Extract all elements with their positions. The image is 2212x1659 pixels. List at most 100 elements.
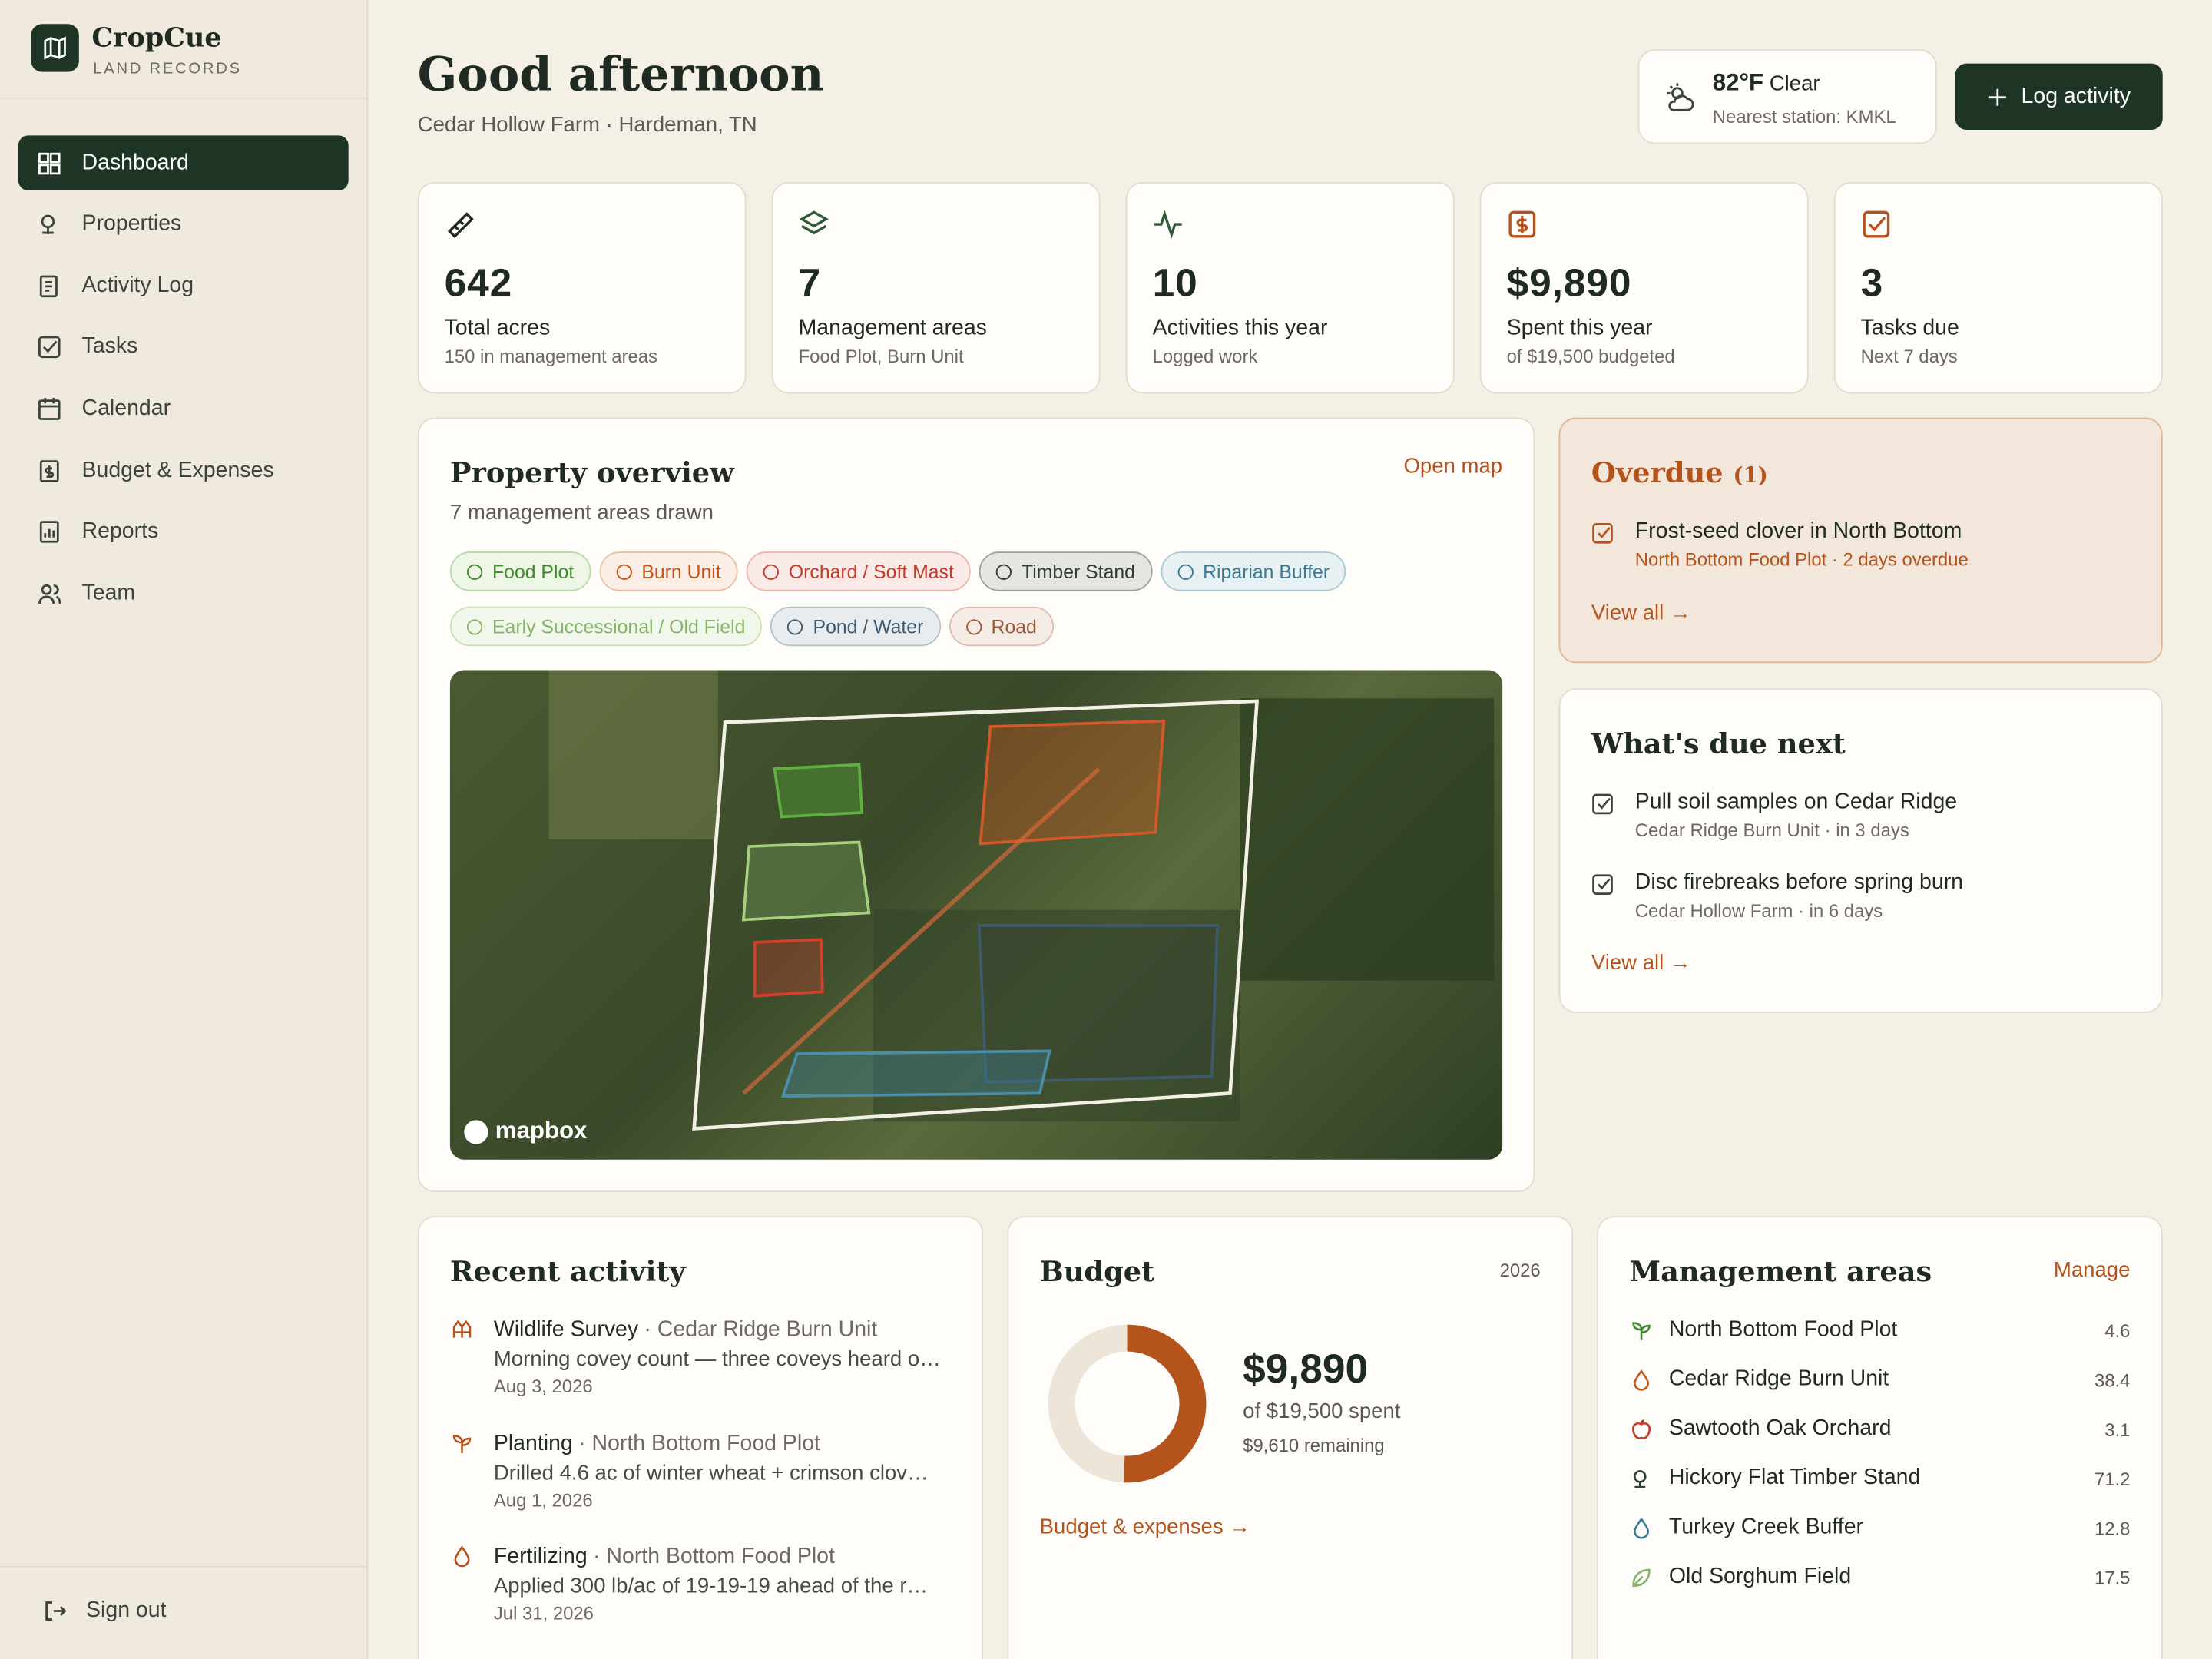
stat-sub: Logged work — [1152, 346, 1258, 367]
nav-label: Dashboard — [81, 150, 189, 174]
activity-place: · Cedar Ridge Burn Unit — [644, 1317, 878, 1342]
activity-title: Fertilizing · North Bottom Food Plot — [494, 1545, 951, 1570]
stat-icon — [799, 209, 830, 247]
card-title: Management areas — [1629, 1253, 1932, 1288]
area-acres: 71.2 — [2094, 1469, 2131, 1490]
area-item[interactable]: Hickory Flat Timber Stand 71.2 — [1629, 1465, 2130, 1491]
overview-card: Property overview 7 management areas dra… — [417, 417, 1535, 1193]
brand-sub: LAND RECORDS — [93, 60, 242, 78]
legend-chip[interactable]: Pond / Water — [770, 606, 941, 647]
stat-card: 7 Management areas Food Plot, Burn Unit — [771, 181, 1101, 394]
sign-out-label: Sign out — [86, 1598, 167, 1623]
legend-chip[interactable]: Early Successional / Old Field — [449, 606, 763, 647]
activity-date: Jul 31, 2026 — [493, 1602, 594, 1624]
activity-title: Wildlife Survey · Cedar Ridge Burn Unit — [494, 1318, 951, 1343]
nav-label: Tasks — [81, 334, 138, 359]
legend-chip[interactable]: Burn Unit — [599, 551, 738, 591]
area-item[interactable]: Cedar Ridge Burn Unit 38.4 — [1629, 1367, 2130, 1392]
greeting: Good afternoon — [417, 46, 824, 102]
legend-chip[interactable]: Timber Stand — [979, 551, 1153, 591]
legend-chip[interactable]: Road — [949, 606, 1054, 647]
sidebar: CropCue LAND RECORDS Dashboard Properties… — [0, 0, 369, 1659]
nav-item[interactable]: Dashboard — [18, 135, 349, 190]
stat-card: $9,890 Spent this year of $19,500 budgeted — [1479, 181, 1809, 394]
card-subtitle: 7 management areas drawn — [449, 501, 714, 525]
location: Cedar Hollow Farm · Hardeman, TN — [417, 112, 757, 137]
task-title: Disc firebreaks before spring burn — [1634, 870, 1964, 895]
nav-label: Calendar — [81, 396, 171, 421]
task-title: Frost-seed clover in North Bottom — [1634, 518, 1962, 544]
recent-activity-card: Recent activity Wildlife Survey · Cedar R… — [417, 1216, 984, 1659]
legend: Food Plot Burn Unit Orchard / Soft Mast Tim… — [449, 551, 1465, 661]
open-map-link[interactable]: Open map — [1403, 454, 1503, 478]
budget-year: 2026 — [1499, 1260, 1541, 1281]
legend-chip[interactable]: Riparian Buffer — [1161, 551, 1347, 591]
activity-item: Fertilizing · North Bottom Food Plot Appli… — [450, 1545, 951, 1624]
stat-sub: 150 in management areas — [444, 346, 658, 367]
area-acres: 4.6 — [2104, 1320, 2131, 1342]
budget-card: Budget 2026 $9,890 of $19,500 spent $9,6… — [1007, 1216, 1573, 1659]
stat-label: Management areas — [798, 316, 987, 340]
nav-label: Reports — [81, 519, 159, 544]
log-activity-button[interactable]: Log activity — [1955, 63, 2163, 130]
stat-icon — [445, 209, 475, 247]
card-title: Property overview — [449, 455, 734, 490]
view-all-link[interactable]: View all → — [1591, 601, 1691, 625]
overdue-title: Overdue — [1591, 455, 1724, 490]
activity-type: Wildlife Survey — [493, 1317, 639, 1342]
budget-link[interactable]: Budget & expenses → — [1039, 1515, 1250, 1539]
map: mapbox — [449, 670, 1503, 1160]
stat-value: 3 — [1860, 260, 1884, 305]
nav-item[interactable]: Activity Log — [18, 258, 349, 313]
card-title: Recent activity — [449, 1253, 686, 1288]
task-item[interactable]: Pull soil samples on Cedar Ridge Cedar Ri… — [1591, 790, 2131, 841]
stat-value: 10 — [1152, 260, 1198, 305]
activity-note: Drilled 4.6 ac of winter wheat + crimson… — [493, 1460, 929, 1485]
stat-icon — [1153, 209, 1184, 247]
area-item[interactable]: Old Sorghum Field 17.5 — [1629, 1565, 2130, 1590]
area-item[interactable]: Sawtooth Oak Orchard 3.1 — [1629, 1416, 2130, 1442]
link-label: View all — [1591, 601, 1664, 625]
nav-item[interactable]: Team — [18, 566, 349, 621]
button-label: Log activity — [2021, 84, 2131, 108]
area-item[interactable]: North Bottom Food Plot 4.6 — [1629, 1318, 2130, 1343]
legend-chip[interactable]: Food Plot — [449, 551, 591, 591]
nav-item[interactable]: Tasks — [18, 320, 349, 376]
legend-chip[interactable]: Orchard / Soft Mast — [746, 551, 971, 591]
stat-label: Tasks due — [1860, 316, 1959, 340]
stat-icon — [1861, 209, 1892, 247]
area-acres: 12.8 — [2094, 1518, 2131, 1539]
area-acres: 3.1 — [2104, 1419, 2131, 1441]
area-name: Turkey Creek Buffer — [1668, 1515, 1864, 1539]
area-name: Sawtooth Oak Orchard — [1668, 1416, 1892, 1441]
area-item[interactable]: Turkey Creek Buffer 12.8 — [1629, 1515, 2130, 1541]
activity-item: Planting · North Bottom Food Plot Drilled … — [450, 1431, 951, 1510]
view-all-link[interactable]: View all → — [1591, 950, 1691, 975]
activity-date: Aug 1, 2026 — [493, 1488, 593, 1511]
nav-item[interactable]: Calendar — [18, 382, 349, 437]
activity-item: Wildlife Survey · Cedar Ridge Burn Unit Mo… — [450, 1318, 951, 1396]
sign-out[interactable]: Sign out — [42, 1598, 167, 1624]
activity-place: · North Bottom Food Plot — [593, 1545, 835, 1569]
divider — [0, 97, 367, 99]
area-acres: 38.4 — [2094, 1369, 2131, 1392]
legend-label: Early Successional / Old Field — [492, 615, 746, 637]
legend-label: Burn Unit — [641, 561, 721, 582]
nav-item[interactable]: Properties — [18, 197, 349, 252]
budget-donut — [1048, 1324, 1207, 1483]
activity-type: Fertilizing — [493, 1545, 588, 1569]
task-item[interactable]: Frost-seed clover in North Bottom North B… — [1591, 519, 2131, 570]
stat-sub: Food Plot, Burn Unit — [798, 346, 964, 367]
budget-spent: $9,890 — [1243, 1347, 1369, 1392]
nav-item[interactable]: Budget & Expenses — [18, 443, 349, 498]
due-next-card: What's due next Pull soil samples on Ced… — [1558, 688, 2163, 1013]
nav-item[interactable]: Reports — [18, 505, 349, 560]
budget-total: of $19,500 spent — [1243, 1399, 1401, 1424]
stat-card: 10 Activities this year Logged work — [1125, 181, 1455, 394]
area-name: Old Sorghum Field — [1668, 1564, 1852, 1589]
area-name: Hickory Flat Timber Stand — [1668, 1465, 1921, 1490]
task-item[interactable]: Disc firebreaks before spring burn Cedar … — [1591, 870, 2131, 921]
manage-link[interactable]: Manage — [2053, 1258, 2131, 1283]
